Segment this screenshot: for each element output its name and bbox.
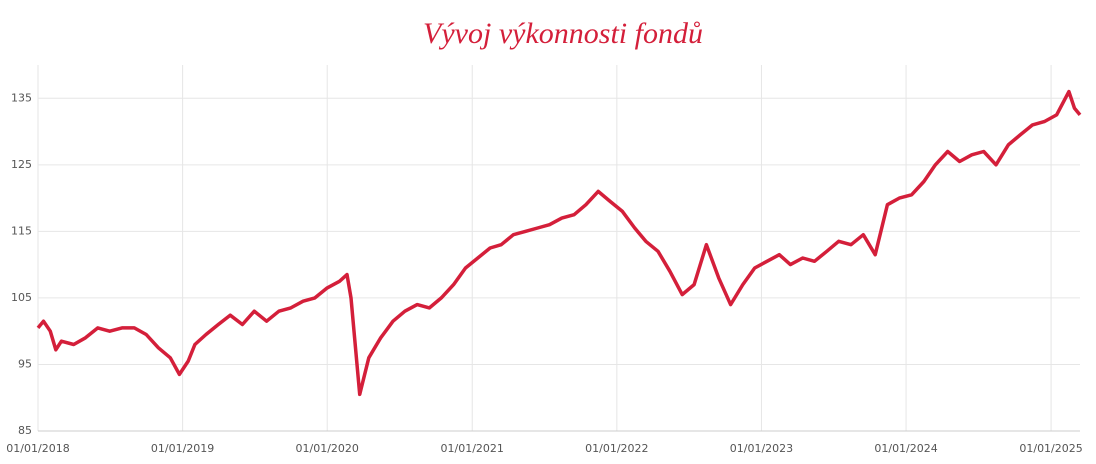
x-tick-label: 01/01/2025 [1019, 442, 1082, 455]
y-tick-label: 115 [11, 224, 32, 237]
x-tick-label: 01/01/2020 [296, 442, 359, 455]
y-tick-label: 95 [18, 357, 32, 370]
y-tick-label: 85 [18, 424, 32, 437]
x-tick-label: 01/01/2023 [730, 442, 793, 455]
x-tick-label: 01/01/2019 [151, 442, 214, 455]
y-tick-label: 105 [11, 291, 32, 304]
y-tick-label: 125 [11, 158, 32, 171]
x-tick-label: 01/01/2022 [585, 442, 648, 455]
data-line [36, 89, 1082, 397]
x-tick-label: 01/01/2024 [874, 442, 937, 455]
y-tick-label: 135 [11, 91, 32, 104]
x-tick-label: 01/01/2021 [441, 442, 504, 455]
chart-title: Vývoj výkonnosti fondů [423, 17, 703, 50]
x-tick-label: 01/01/2018 [6, 442, 69, 455]
